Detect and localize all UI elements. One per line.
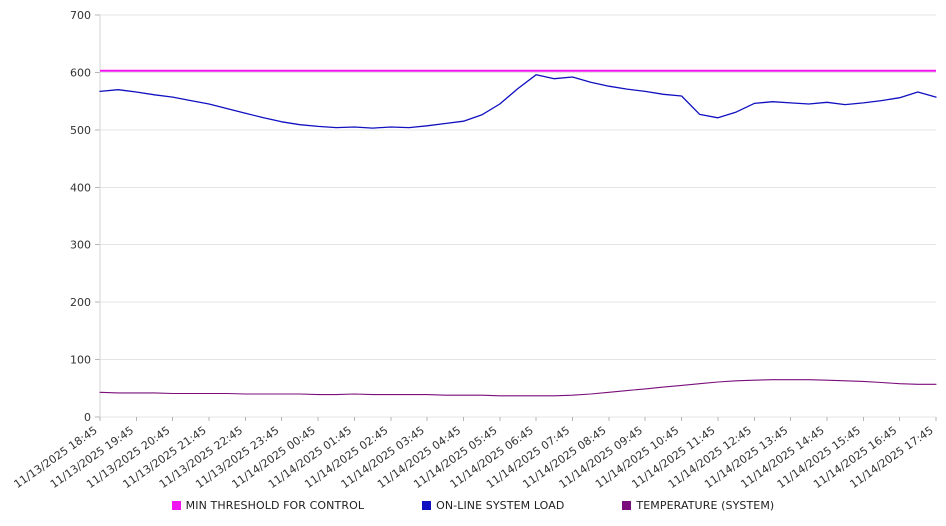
line-chart: 0 100 200 300 400 500 600 700 11/13/2025 18:4511… [11,9,937,491]
legend-swatch-min-threshold [171,500,181,510]
y-tick-label: 500 [70,124,91,137]
y-tick-label: 0 [84,411,91,424]
y-tick-label: 600 [70,66,91,79]
legend-label-min-threshold: MIN THRESHOLD FOR CONTROL [185,498,365,512]
legend-label-system-load: ON-LINE SYSTEM LOAD [436,498,565,512]
legend-item-min-threshold[interactable]: MIN THRESHOLD FOR CONTROL [171,498,365,512]
chart-legend: MIN THRESHOLD FOR CONTROL ON-LINE SYSTEM… [0,490,946,520]
gridlines: 0 100 200 300 400 500 600 700 [70,9,936,424]
legend-swatch-system-load [422,500,432,510]
y-tick-label: 200 [70,296,91,309]
series-line-temperature-system [99,379,937,397]
y-tick-label: 300 [70,239,91,252]
legend-item-temperature[interactable]: TEMPERATURE (SYSTEM) [622,499,774,512]
legend-label-temperature: TEMPERATURE (SYSTEM) [636,498,775,512]
y-tick-label: 400 [70,181,91,194]
legend-item-system-load[interactable]: ON-LINE SYSTEM LOAD [422,499,564,512]
y-tick-label: 700 [70,9,91,22]
y-tick-label: 100 [70,354,91,367]
series-line-on-line-system-load [99,74,937,129]
legend-swatch-temperature [622,500,632,510]
